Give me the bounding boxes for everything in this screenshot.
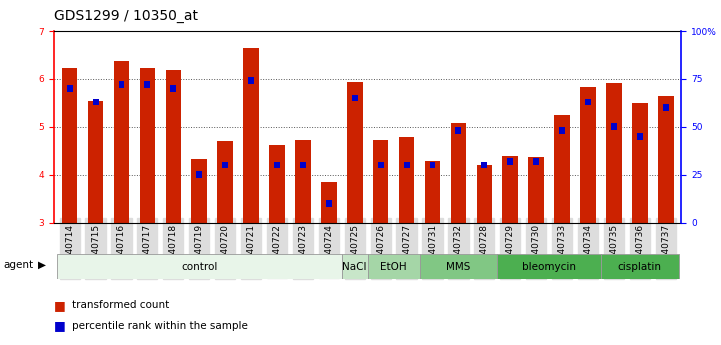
Bar [300,162,306,168]
Text: ▶: ▶ [37,260,45,270]
Text: transformed count: transformed count [72,300,169,310]
Bar [373,140,389,223]
Bar [580,87,596,223]
Bar [144,81,151,88]
Text: cisplatin: cisplatin [618,262,662,272]
Bar [585,99,591,105]
Bar [497,254,601,279]
Bar [243,48,259,223]
Bar [192,159,207,223]
Bar [611,124,617,130]
Bar [140,68,155,223]
Text: ■: ■ [54,299,66,312]
Bar [559,127,565,134]
Bar [378,162,384,168]
Bar [347,82,363,223]
Bar [269,146,285,223]
Bar [503,156,518,223]
Text: percentile rank within the sample: percentile rank within the sample [72,321,248,331]
Bar [295,140,311,223]
Bar [66,85,73,92]
Bar [342,254,368,279]
Bar [114,61,129,223]
Bar [554,115,570,223]
Bar [196,171,202,178]
Bar [420,254,497,279]
Bar [326,200,332,207]
Text: EtOH: EtOH [380,262,407,272]
Bar [632,103,647,223]
Bar [508,158,513,165]
Bar [430,162,435,168]
Bar [528,157,544,223]
Bar [92,99,99,105]
Bar [217,141,233,223]
Bar [637,133,643,140]
Bar [404,162,410,168]
Bar [368,254,420,279]
Bar [57,254,342,279]
Bar [663,104,669,111]
Bar [399,137,415,223]
Bar [170,85,176,92]
Bar [274,162,280,168]
Bar [658,96,673,223]
Bar [534,158,539,165]
Bar [352,95,358,101]
Bar [606,83,622,223]
Text: GDS1299 / 10350_at: GDS1299 / 10350_at [54,9,198,23]
Bar [166,70,181,223]
Bar [451,123,466,223]
Text: ■: ■ [54,319,66,333]
Bar [482,162,487,168]
Bar [62,68,77,223]
Text: MMS: MMS [446,262,471,272]
Bar [88,101,103,223]
Bar [425,161,441,223]
Bar [321,182,337,223]
Text: agent: agent [4,260,34,270]
Bar [248,78,254,84]
Text: NaCl: NaCl [342,262,367,272]
Bar [477,165,492,223]
Bar [118,81,125,88]
Bar [456,127,461,134]
Text: control: control [181,262,218,272]
Text: bleomycin: bleomycin [522,262,576,272]
Bar [222,162,228,168]
Bar [601,254,678,279]
